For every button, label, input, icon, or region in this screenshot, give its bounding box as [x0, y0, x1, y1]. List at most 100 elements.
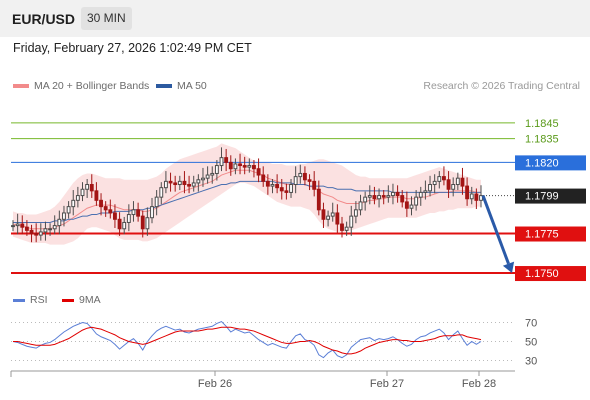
candle-body [228, 161, 233, 170]
candle-body [432, 180, 437, 186]
candle-body [363, 196, 368, 203]
candle [48, 223, 53, 236]
candle [465, 177, 470, 206]
candle [441, 166, 446, 186]
candle [265, 174, 270, 195]
candle-body [34, 233, 39, 236]
candle-body [201, 177, 205, 181]
candle-body [20, 223, 25, 228]
candle-body [330, 212, 335, 217]
candle [414, 190, 419, 211]
ma20-label: MA 20 + Bollinger Bands [34, 80, 150, 92]
ma20-swatch [13, 84, 29, 88]
candle [428, 175, 432, 197]
candle [261, 166, 266, 187]
forecast-arrow [481, 195, 510, 265]
candle [191, 175, 196, 192]
candle-body [279, 187, 284, 192]
candle [145, 207, 150, 236]
candle [85, 178, 90, 198]
candle [252, 160, 256, 178]
candle [377, 188, 381, 208]
candle [43, 221, 48, 241]
candle-body [381, 195, 386, 198]
level-label: 1.1775 [525, 229, 559, 241]
candle-body [367, 195, 372, 198]
candle-body [358, 201, 363, 211]
symbol-label: EUR/USD [12, 11, 76, 27]
candle [224, 148, 229, 172]
candle [52, 215, 57, 235]
ma50-swatch [156, 84, 172, 88]
candle [238, 153, 242, 175]
candle [391, 183, 395, 205]
candle-body [261, 174, 266, 182]
candle [395, 185, 400, 203]
legend-rsi: RSI [13, 294, 48, 306]
candle-body [465, 185, 470, 200]
candle [196, 174, 201, 192]
candle [15, 213, 20, 235]
legend-ma20: MA 20 + Bollinger Bands [13, 80, 149, 92]
candle-body [316, 188, 321, 211]
candle [321, 202, 326, 228]
candle [247, 158, 252, 173]
candle [62, 205, 66, 227]
legend-rsi-ma: 9MA [62, 294, 101, 306]
candle-body [57, 218, 62, 227]
candle-body [335, 212, 340, 225]
candle-body [108, 209, 113, 214]
candle-body [372, 195, 377, 200]
candle-body [103, 206, 108, 211]
chart-timestamp: Friday, February 27, 2026 1:02:49 PM CET [13, 41, 252, 55]
candle [423, 180, 428, 200]
candle [154, 190, 159, 216]
candle-body [52, 225, 57, 230]
candle-body [48, 228, 53, 231]
candle-body [349, 215, 354, 228]
rsi-ma-line [13, 326, 482, 355]
candle-body [377, 195, 381, 200]
candle [159, 182, 164, 205]
candle [201, 167, 205, 187]
x-tick-label: Feb 26 [198, 378, 232, 390]
candle [451, 177, 456, 197]
candle-body [99, 199, 103, 208]
candle [20, 215, 25, 235]
candle-body [11, 225, 15, 228]
candle-body [242, 165, 247, 168]
candle-body [265, 180, 270, 187]
rsi-tick-label: 30 [525, 356, 537, 368]
candle-body [38, 231, 43, 236]
candle-body [340, 223, 344, 231]
candle-body [404, 201, 409, 209]
candle [233, 158, 238, 175]
candle [404, 191, 409, 217]
candle-body [94, 190, 99, 201]
candle [455, 172, 460, 191]
candle-body [113, 212, 117, 220]
candle-body [395, 191, 400, 197]
candle [344, 221, 349, 236]
candle [358, 194, 363, 216]
candle-body [441, 176, 446, 181]
ma50-line [13, 180, 481, 223]
candle-body [173, 182, 178, 186]
candle-body [460, 177, 465, 187]
candle-body [247, 165, 252, 168]
candle [381, 190, 386, 205]
candle [38, 223, 43, 241]
candle-body [256, 168, 261, 176]
candle-body [451, 184, 456, 190]
candle-body [163, 180, 168, 189]
candle-body [210, 172, 215, 176]
candle-body [187, 184, 192, 187]
legend-ma50: MA 50 [156, 80, 207, 92]
rsi-tick-label: 70 [525, 318, 537, 330]
candle-body [326, 215, 331, 220]
candle-body [409, 204, 414, 209]
candle-body [15, 223, 20, 227]
candle [94, 182, 99, 206]
timeframe-button[interactable]: 30 MIN [81, 7, 132, 30]
